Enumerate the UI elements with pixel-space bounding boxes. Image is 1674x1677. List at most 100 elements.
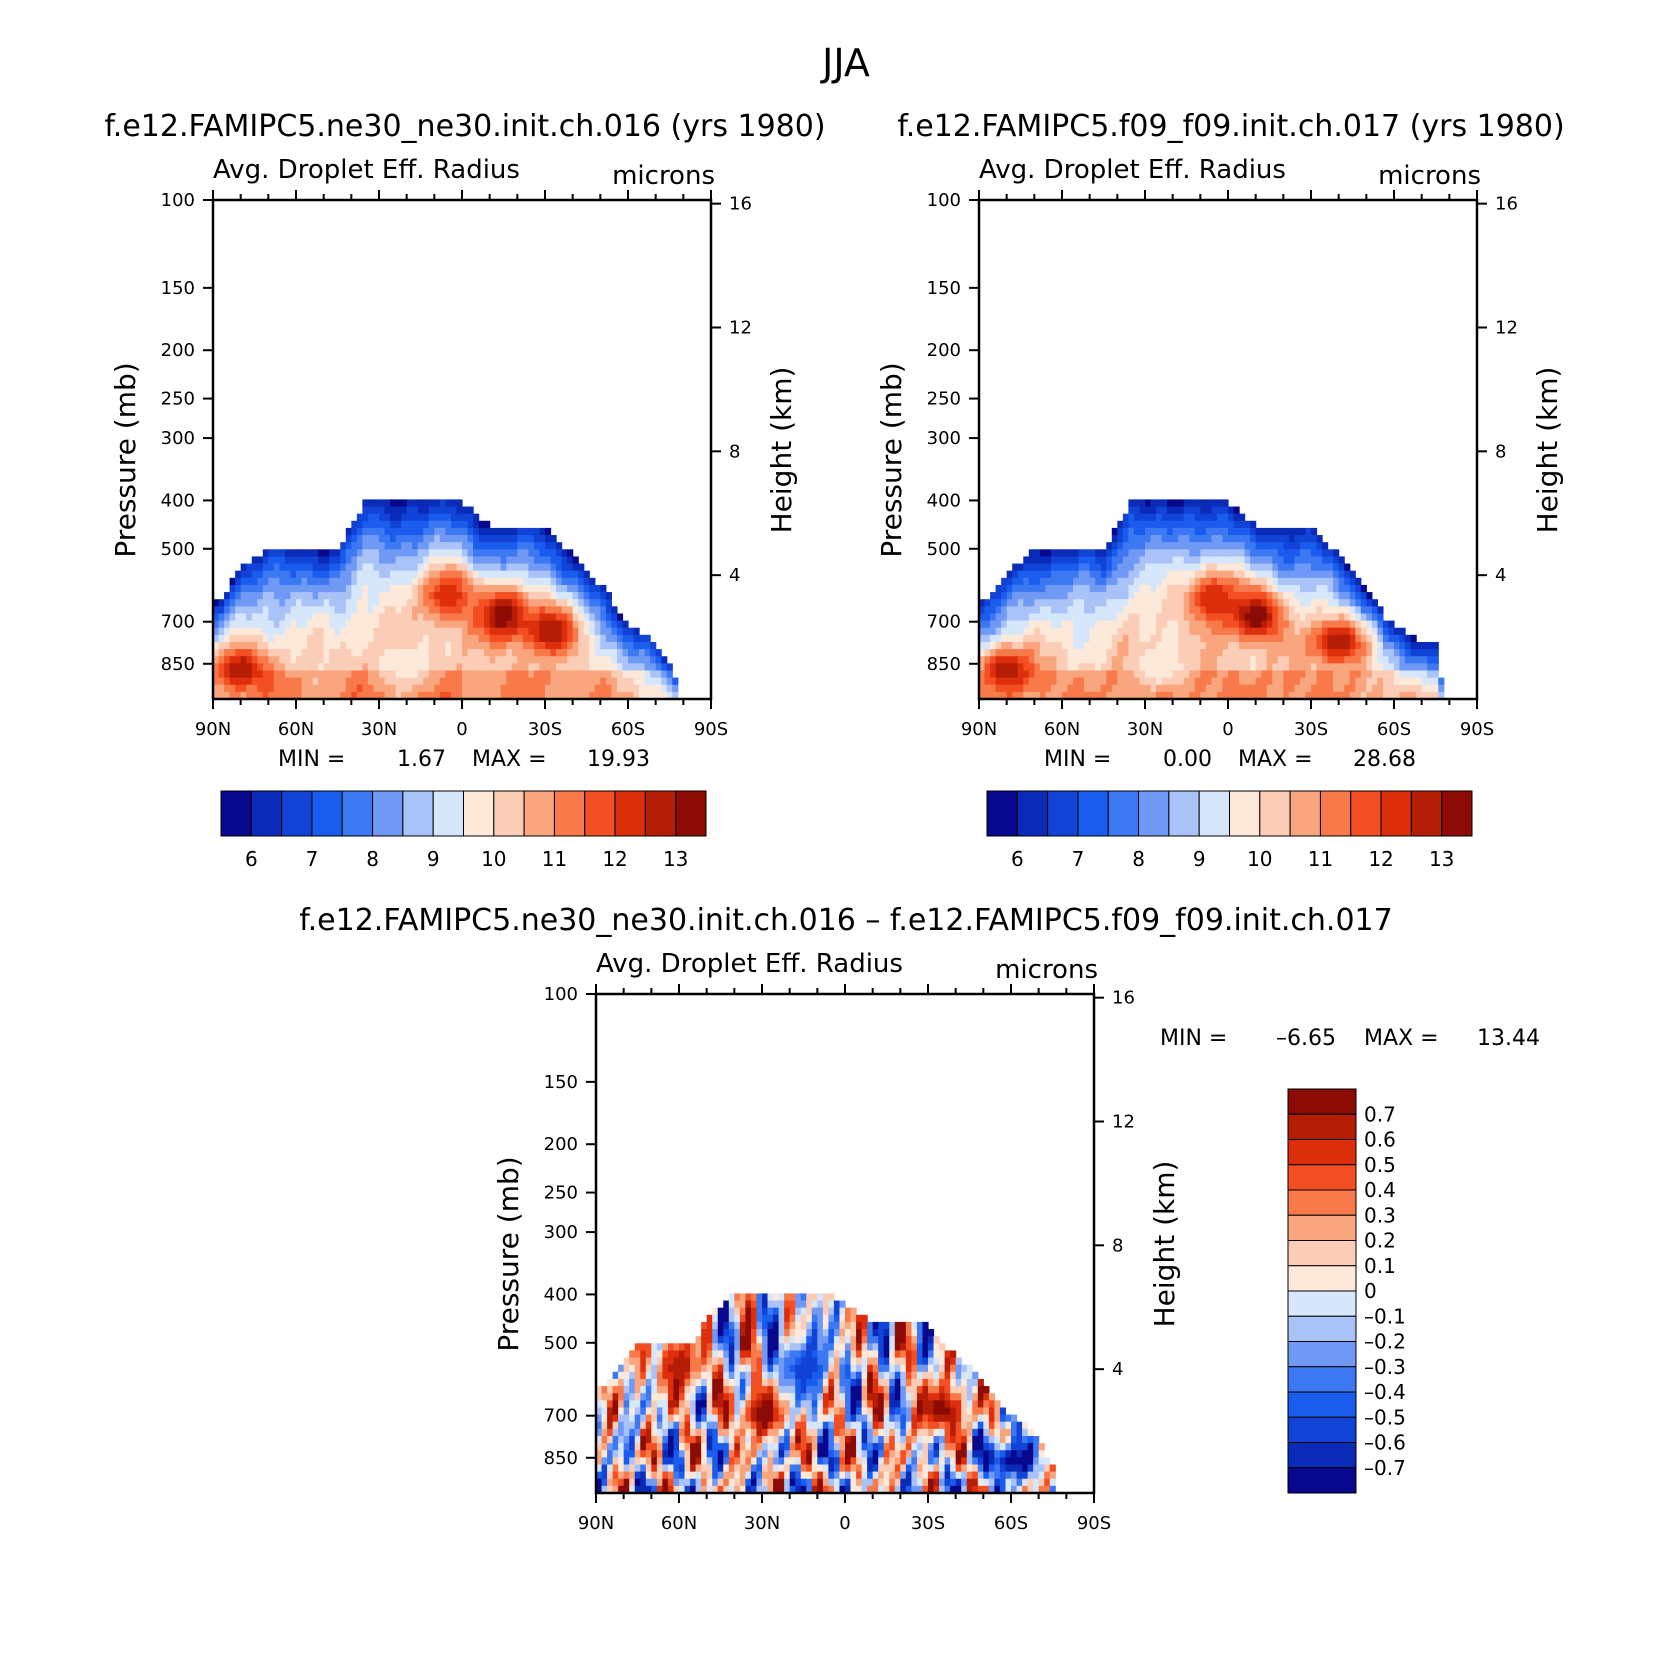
field-cell [789, 1386, 796, 1394]
field-cell [412, 563, 419, 572]
field-cell [229, 649, 236, 657]
field-cell [246, 563, 253, 572]
field-cell [988, 1450, 995, 1458]
field-cell [390, 641, 397, 650]
field-cell [1084, 563, 1091, 572]
field-cell [1156, 592, 1163, 600]
field-cell [1266, 627, 1273, 636]
field-cell [995, 670, 1002, 679]
field-cell [1178, 513, 1185, 522]
field-cell [656, 1414, 663, 1423]
field-cell [567, 641, 574, 650]
field-cell [450, 549, 458, 558]
field-cell [1200, 684, 1207, 693]
field-cell [1034, 663, 1041, 672]
field-cell [861, 1457, 868, 1466]
field-cell [456, 634, 463, 643]
field-cell [616, 634, 624, 643]
field-cell [539, 606, 546, 615]
field-cell [1111, 627, 1118, 636]
field-cell [995, 606, 1002, 615]
field-cell [1150, 592, 1157, 600]
field-cell [251, 663, 258, 672]
field-cell [1327, 634, 1334, 643]
field-cell [561, 641, 568, 650]
field-cell [478, 691, 485, 699]
field-cell [1272, 527, 1279, 536]
field-cell [1161, 549, 1168, 558]
field-cell [1178, 670, 1185, 679]
field-cell [750, 1457, 758, 1466]
field-cell [1333, 606, 1340, 615]
field-cell [1333, 563, 1340, 572]
field-cell [1294, 577, 1301, 586]
field-cell [462, 684, 469, 693]
field-cell [1084, 684, 1091, 693]
field-cell [607, 1378, 614, 1387]
field-cell [667, 1357, 675, 1366]
field-cell [1161, 527, 1168, 536]
field-cell [955, 1450, 962, 1458]
field-cell [356, 684, 363, 693]
field-cell [1228, 549, 1235, 558]
field-cell [273, 641, 280, 650]
field-cell [545, 677, 552, 686]
field-cell [1255, 634, 1262, 643]
field-cell [1205, 577, 1212, 586]
field-cell [1244, 649, 1251, 657]
field-cell [412, 649, 419, 657]
field-cell [894, 1414, 901, 1423]
field-cell [1277, 549, 1284, 558]
field-cell [367, 513, 375, 522]
field-cell [679, 1371, 686, 1380]
field-cell [1067, 599, 1074, 607]
field-cell [1167, 556, 1174, 565]
field-cell [522, 584, 529, 593]
field-cell [856, 1336, 863, 1344]
field-cell [762, 1307, 769, 1316]
field-cell [1355, 606, 1362, 615]
field-cell [833, 1386, 841, 1394]
field-cell [417, 613, 424, 622]
field-cell [1084, 592, 1091, 600]
field-cell [728, 1307, 735, 1316]
field-cell [251, 627, 258, 636]
field-cell [1216, 641, 1224, 650]
field-cell [922, 1364, 929, 1373]
field-cell [240, 634, 247, 643]
field-cell [1161, 691, 1168, 699]
field-cell [817, 1357, 824, 1366]
field-cell [644, 663, 651, 672]
field-cell [401, 656, 408, 664]
field-cell [640, 1371, 647, 1380]
field-cell [723, 1307, 730, 1316]
field-cell [1178, 506, 1185, 515]
field-cell [1039, 599, 1046, 607]
field-cell [1145, 592, 1152, 600]
field-cell [511, 599, 518, 607]
field-cell [1106, 670, 1113, 679]
field-cell [911, 1343, 918, 1352]
field-cell [712, 1350, 719, 1359]
field-cell [384, 684, 391, 693]
field-cell [1150, 656, 1157, 664]
field-cell [434, 656, 441, 664]
field-cell [1111, 677, 1118, 686]
field-cell [988, 1400, 995, 1409]
field-cell [623, 1421, 630, 1430]
field-cell [1067, 670, 1074, 679]
field-cell [795, 1364, 802, 1373]
panel3-title: f.e12.FAMIPC5.ne30_ne30.init.ch.016 – f.… [299, 903, 1392, 938]
field-cell [478, 584, 485, 593]
field-cell [833, 1400, 841, 1409]
field-cell [484, 542, 491, 550]
field-cell [745, 1386, 752, 1394]
field-cell [423, 549, 430, 558]
field-cell [639, 663, 646, 672]
field-cell [1084, 556, 1091, 565]
field-cell [745, 1407, 752, 1416]
field-cell [1161, 556, 1168, 565]
field-cell [412, 592, 419, 600]
field-cell [417, 563, 424, 572]
field-cell [662, 1450, 669, 1458]
